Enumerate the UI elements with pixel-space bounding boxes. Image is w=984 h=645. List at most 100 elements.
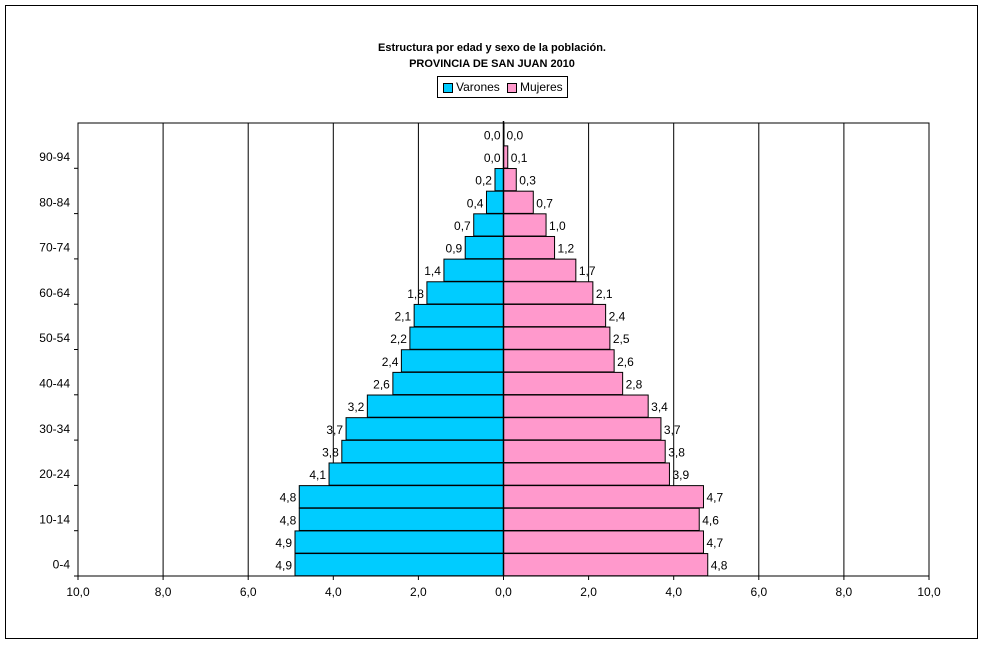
y-tick-label: 60-64 <box>39 286 70 300</box>
legend-label-varones: Varones <box>456 80 500 94</box>
x-tick-label: 6,0 <box>750 585 767 599</box>
y-tick-label: 80-84 <box>39 195 70 209</box>
bar-mujeres <box>503 281 594 305</box>
bar-mujeres <box>503 235 556 260</box>
data-label-varones: 3,2 <box>348 400 365 414</box>
y-tick-label: 70-74 <box>39 241 70 255</box>
data-label-mujeres: 0,0 <box>507 128 524 142</box>
data-label-varones: 1,4 <box>424 264 441 278</box>
y-tick-label: 90-94 <box>39 150 70 164</box>
bar-varones <box>443 258 504 282</box>
y-tick-label: 50-54 <box>39 331 70 345</box>
y-tick-label: 10-14 <box>39 512 70 526</box>
bar-varones <box>298 507 505 531</box>
bar-varones <box>409 326 505 350</box>
bar-varones <box>392 371 504 396</box>
bar-mujeres <box>503 485 704 509</box>
data-label-mujeres: 4,7 <box>706 536 723 550</box>
data-label-mujeres: 4,6 <box>702 513 719 527</box>
bar-varones <box>366 394 504 418</box>
bar-mujeres <box>503 462 670 486</box>
data-label-mujeres: 0,7 <box>536 196 553 210</box>
data-label-varones: 2,6 <box>373 377 390 391</box>
data-label-varones: 2,4 <box>382 355 399 369</box>
data-label-varones: 3,8 <box>322 445 339 459</box>
data-label-mujeres: 2,5 <box>613 332 630 346</box>
data-label-varones: 2,1 <box>394 310 411 324</box>
bar-varones <box>494 168 504 192</box>
bar-varones <box>298 485 505 509</box>
y-tick-label: 0-4 <box>53 558 71 572</box>
bar-mujeres <box>503 258 577 282</box>
x-tick-label: 4,0 <box>325 585 342 599</box>
x-tick-label: 2,0 <box>410 585 427 599</box>
x-tick-label: 10,0 <box>917 585 941 599</box>
bar-mujeres <box>503 213 547 237</box>
x-tick-label: 4,0 <box>665 585 682 599</box>
data-label-varones: 4,9 <box>275 536 292 550</box>
data-label-mujeres: 1,2 <box>558 242 575 256</box>
bar-varones <box>400 349 505 373</box>
bar-varones <box>341 439 504 464</box>
data-label-varones: 0,0 <box>484 128 501 142</box>
chart-subtitle: PROVINCIA DE SAN JUAN 2010 <box>409 58 575 70</box>
data-label-mujeres: 3,7 <box>664 423 681 437</box>
data-label-varones: 4,9 <box>275 559 292 573</box>
data-label-mujeres: 2,8 <box>626 377 643 391</box>
x-tick-label: 6,0 <box>240 585 257 599</box>
bar-varones <box>473 213 504 237</box>
data-label-varones: 0,2 <box>475 174 492 188</box>
x-tick-label: 8,0 <box>155 585 172 599</box>
legend-swatch-varones <box>443 83 453 93</box>
bar-mujeres <box>503 326 611 350</box>
data-label-varones: 4,8 <box>280 491 297 505</box>
bar-mujeres <box>503 507 700 531</box>
chart-legend: Varones Mujeres <box>437 76 568 98</box>
x-tick-label: 0,0 <box>495 585 512 599</box>
data-label-mujeres: 2,4 <box>609 310 626 324</box>
chart-title: Estructura por edad y sexo de la poblaci… <box>377 42 606 54</box>
x-tick-label: 8,0 <box>836 585 853 599</box>
bar-varones <box>485 190 505 214</box>
data-label-varones: 0,7 <box>454 219 471 233</box>
data-label-varones: 0,4 <box>467 196 484 210</box>
data-label-mujeres: 0,1 <box>511 151 528 165</box>
bar-mujeres <box>503 190 534 214</box>
data-label-varones: 4,1 <box>309 468 326 482</box>
bar-varones <box>328 462 505 486</box>
legend-label-mujeres: Mujeres <box>520 80 563 94</box>
data-label-varones: 4,8 <box>280 513 297 527</box>
bar-mujeres <box>503 417 662 441</box>
bar-mujeres <box>503 168 517 192</box>
chart-title-block: Estructura por edad y sexo de la poblaci… <box>0 40 984 72</box>
bar-varones <box>464 235 504 260</box>
y-tick-label: 40-44 <box>39 376 70 390</box>
data-label-mujeres: 0,3 <box>519 174 536 188</box>
data-label-mujeres: 2,1 <box>596 287 613 301</box>
y-tick-label: 20-24 <box>39 467 70 481</box>
data-label-varones: 3,7 <box>326 423 343 437</box>
data-label-varones: 0,9 <box>446 242 463 256</box>
bar-mujeres <box>503 553 709 577</box>
data-label-mujeres: 4,7 <box>706 491 723 505</box>
bar-mujeres <box>503 439 666 464</box>
data-label-mujeres: 1,7 <box>579 264 596 278</box>
bar-mujeres <box>503 349 615 373</box>
data-label-mujeres: 4,8 <box>711 559 728 573</box>
bar-mujeres <box>503 371 624 396</box>
data-label-mujeres: 3,8 <box>668 445 685 459</box>
data-label-mujeres: 3,4 <box>651 400 668 414</box>
bar-varones <box>345 417 504 441</box>
bar-mujeres <box>503 530 704 554</box>
y-tick-label: 30-34 <box>39 422 70 436</box>
data-label-varones: 2,2 <box>390 332 407 346</box>
bar-mujeres <box>503 394 649 418</box>
x-tick-label: 10,0 <box>66 585 90 599</box>
x-tick-label: 2,0 <box>580 585 597 599</box>
data-label-varones: 1,8 <box>407 287 424 301</box>
legend-swatch-mujeres <box>507 83 517 93</box>
data-label-mujeres: 2,6 <box>617 355 634 369</box>
bar-mujeres <box>503 303 607 328</box>
bar-varones <box>294 530 504 554</box>
